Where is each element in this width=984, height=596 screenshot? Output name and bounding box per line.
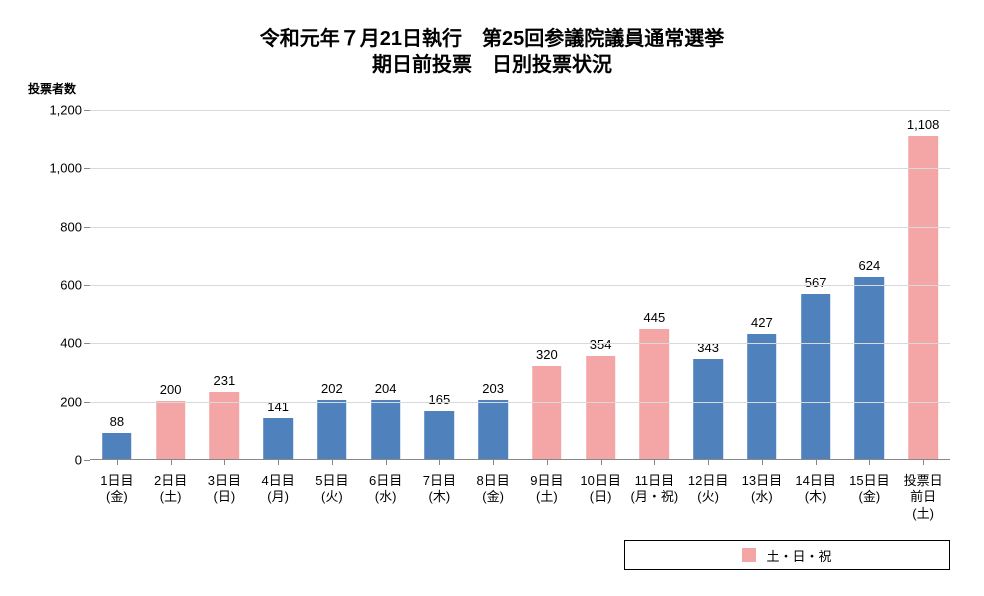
bar-value-label: 445 xyxy=(644,310,666,325)
x-tick-mark xyxy=(762,459,763,465)
x-tick-mark xyxy=(923,459,924,465)
x-axis-label: 14日目(木) xyxy=(795,473,835,506)
bar-value-label: 1,108 xyxy=(907,117,940,132)
bar: 354 xyxy=(586,356,616,459)
x-axis-label: 6日目(水) xyxy=(369,473,402,506)
x-axis-label: 3日目(日) xyxy=(208,473,241,506)
x-axis-label: 5日目(火) xyxy=(315,473,348,506)
bar-value-label: 203 xyxy=(482,381,504,396)
bar-value-label: 202 xyxy=(321,381,343,396)
y-tick-label: 600 xyxy=(60,278,90,293)
gridline xyxy=(90,285,950,286)
gridline xyxy=(90,343,950,344)
bar: 202 xyxy=(317,400,347,459)
y-tick-label: 400 xyxy=(60,336,90,351)
x-tick-mark xyxy=(493,459,494,465)
x-axis-label: 2日目(土) xyxy=(154,473,187,506)
x-tick-mark xyxy=(439,459,440,465)
y-tick-label: 200 xyxy=(60,394,90,409)
x-axis-label: 7日目(木) xyxy=(423,473,456,506)
bar: 165 xyxy=(425,411,455,459)
x-axis-label: 8日目(金) xyxy=(477,473,510,506)
y-tick-label: 1,000 xyxy=(49,161,90,176)
chart-title-line1: 令和元年７月21日執行 第25回参議院議員通常選挙 xyxy=(0,22,984,51)
bar: 624 xyxy=(855,277,885,459)
gridline xyxy=(90,110,950,111)
bar: 88 xyxy=(102,433,132,459)
x-axis-label: 13日目(水) xyxy=(742,473,782,506)
bar: 343 xyxy=(693,359,723,459)
x-axis-label: 12日目(火) xyxy=(688,473,728,506)
plot-area: 881日目(金)2002日目(土)2313日目(日)1414日目(月)2025日… xyxy=(90,110,950,460)
x-tick-mark xyxy=(816,459,817,465)
bar: 200 xyxy=(156,401,186,459)
bar-value-label: 204 xyxy=(375,381,397,396)
x-tick-mark xyxy=(654,459,655,465)
bar-value-label: 427 xyxy=(751,315,773,330)
x-axis-label: 11日目(月・祝) xyxy=(631,473,679,506)
x-axis-label: 15日目(金) xyxy=(849,473,889,506)
legend-swatch xyxy=(742,548,756,562)
x-tick-mark xyxy=(278,459,279,465)
chart-title-line2: 期日前投票 日別投票状況 xyxy=(0,48,984,77)
bar: 1,108 xyxy=(908,136,938,459)
x-tick-mark xyxy=(386,459,387,465)
x-axis-label: 10日目(日) xyxy=(580,473,620,506)
bar-value-label: 343 xyxy=(697,340,719,355)
y-tick-label: 0 xyxy=(75,453,90,468)
chart-container: 令和元年７月21日執行 第25回参議院議員通常選挙 期日前投票 日別投票状況 投… xyxy=(0,0,984,596)
bar-value-label: 624 xyxy=(859,258,881,273)
bar: 320 xyxy=(532,366,562,459)
bar: 203 xyxy=(478,400,508,459)
bar-value-label: 231 xyxy=(214,373,236,388)
bar-value-label: 88 xyxy=(110,414,124,429)
x-tick-mark xyxy=(869,459,870,465)
x-axis-label: 9日目(土) xyxy=(530,473,563,506)
x-axis-label: 投票日前日(土) xyxy=(904,473,943,522)
gridline xyxy=(90,168,950,169)
legend-label: 土・日・祝 xyxy=(766,546,831,565)
x-tick-mark xyxy=(171,459,172,465)
bar: 427 xyxy=(747,334,777,459)
legend: 土・日・祝 xyxy=(624,540,950,570)
y-axis-label: 投票者数 xyxy=(28,80,76,97)
x-tick-mark xyxy=(601,459,602,465)
gridline xyxy=(90,227,950,228)
gridline xyxy=(90,402,950,403)
x-tick-mark xyxy=(224,459,225,465)
bar-value-label: 320 xyxy=(536,347,558,362)
bar: 567 xyxy=(801,294,831,459)
x-tick-mark xyxy=(547,459,548,465)
bar-value-label: 200 xyxy=(160,382,182,397)
x-tick-mark xyxy=(117,459,118,465)
x-axis-label: 4日目(月) xyxy=(262,473,295,506)
bar: 141 xyxy=(263,418,293,459)
y-tick-label: 1,200 xyxy=(49,103,90,118)
bar: 204 xyxy=(371,400,401,460)
bar-value-label: 165 xyxy=(429,392,451,407)
x-axis-label: 1日目(金) xyxy=(100,473,133,506)
x-tick-mark xyxy=(332,459,333,465)
bar: 445 xyxy=(640,329,670,459)
y-tick-label: 800 xyxy=(60,219,90,234)
bar-value-label: 567 xyxy=(805,275,827,290)
x-tick-mark xyxy=(708,459,709,465)
